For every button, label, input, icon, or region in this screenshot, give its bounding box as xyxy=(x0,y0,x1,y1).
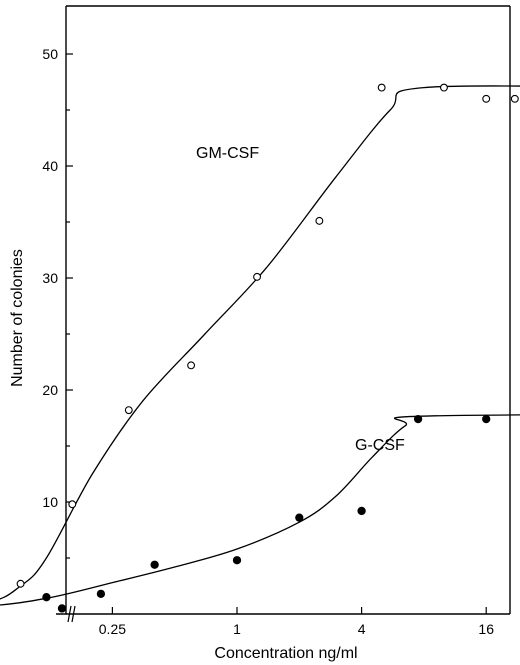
y-tick-label-50: 50 xyxy=(42,46,58,62)
axis-break-mark xyxy=(67,605,72,623)
y-tick-label-30: 30 xyxy=(42,270,58,286)
fit-curve-g-csf xyxy=(0,414,520,606)
fit-curve-gm-csf xyxy=(0,85,520,600)
point-gm-csf-3 xyxy=(68,500,77,509)
point-gm-csf-5 xyxy=(187,361,196,370)
axis-break-mark xyxy=(71,605,76,623)
x-axis-title: Concentration ng/ml xyxy=(214,645,357,662)
point-gm-csf-11 xyxy=(510,94,519,103)
point-g-csf-6 xyxy=(295,513,304,522)
point-gm-csf-8 xyxy=(377,83,386,92)
y-tick-label-20: 20 xyxy=(42,382,58,398)
point-gm-csf-9 xyxy=(440,83,448,92)
point-g-csf-3 xyxy=(96,589,106,598)
point-g-csf-8 xyxy=(413,414,423,424)
x-tick-label-4: 4 xyxy=(358,621,366,637)
y-axis-title: Number of colonies xyxy=(9,249,26,387)
y-tick-label-40: 40 xyxy=(42,158,58,174)
chart-labels: GM-CSF G-CSF Concentration ng/ml Number … xyxy=(9,145,405,662)
point-gm-csf-4 xyxy=(124,406,133,415)
point-g-csf-5 xyxy=(232,556,242,565)
series-label-gm-csf: GM-CSF xyxy=(196,145,259,162)
point-g-csf-9 xyxy=(482,414,491,424)
point-gm-csf-10 xyxy=(482,94,491,103)
point-g-csf-control xyxy=(57,604,67,613)
point-gm-csf-7 xyxy=(315,216,324,225)
x-tick-label-16: 16 xyxy=(478,621,494,637)
series-label-g-csf: G-CSF xyxy=(355,437,405,454)
point-g-csf-2 xyxy=(42,593,51,602)
fit-curves xyxy=(0,85,520,606)
point-gm-csf-6 xyxy=(253,272,262,281)
y-tick-label-10: 10 xyxy=(42,494,58,510)
data-points xyxy=(16,83,519,613)
point-gm-csf-2 xyxy=(16,579,25,588)
point-g-csf-7 xyxy=(357,506,366,516)
x-tick-label-1: 1 xyxy=(233,621,241,637)
x-tick-label-0.25: 0.25 xyxy=(99,621,126,637)
point-g-csf-4 xyxy=(150,560,159,569)
